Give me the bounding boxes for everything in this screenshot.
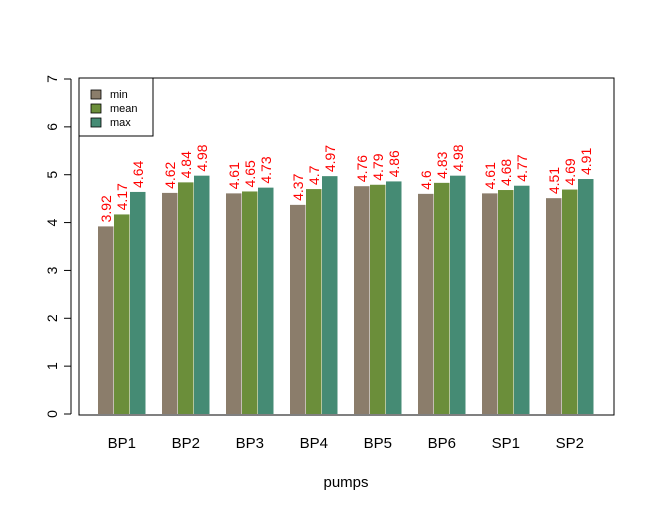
category-label: BP2	[172, 435, 200, 452]
legend-label-max: max	[110, 117, 131, 129]
y-tick-label: 7	[44, 75, 60, 83]
legend-swatch-max	[90, 117, 102, 128]
bar-sp1-mean	[498, 190, 514, 414]
category-label: SP2	[556, 435, 584, 452]
legend: min mean max	[78, 77, 154, 137]
bar-sp2-max	[578, 179, 594, 414]
category-label: SP1	[492, 435, 520, 452]
bar-bp3-max	[258, 187, 274, 414]
bar-bp6-max	[450, 175, 466, 414]
data-label-bp4-min: 4.37	[290, 173, 306, 200]
bar-bp2-mean	[178, 182, 194, 414]
plot-frame	[78, 77, 615, 416]
bar-bp5-max	[386, 181, 402, 414]
data-label-bp5-min: 4.76	[354, 155, 370, 182]
data-label-sp1-mean: 4.68	[498, 159, 514, 186]
bar-bp5-min	[354, 186, 370, 414]
bar-bp6-min	[418, 193, 434, 414]
y-tick-label: 2	[44, 314, 60, 322]
data-label-bp5-mean: 4.79	[370, 153, 386, 180]
legend-label-mean: mean	[110, 103, 138, 115]
data-label-bp6-mean: 4.83	[434, 151, 450, 178]
data-label-sp2-mean: 4.69	[562, 158, 578, 185]
bar-bp5-mean	[370, 184, 386, 414]
y-tick-label: 3	[44, 266, 60, 274]
data-label-bp6-max: 4.98	[450, 144, 466, 171]
data-label-bp1-mean: 4.17	[114, 183, 130, 210]
legend-swatch-min	[90, 89, 102, 100]
bar-bp4-min	[290, 204, 306, 414]
bar-bp3-min	[226, 193, 242, 414]
data-label-sp1-max: 4.77	[514, 154, 530, 181]
category-label: BP6	[428, 435, 456, 452]
category-label: BP3	[236, 435, 264, 452]
bars	[98, 175, 594, 414]
y-tick-label: 5	[44, 171, 60, 179]
data-label-sp1-min: 4.61	[482, 162, 498, 189]
bar-bp6-mean	[434, 182, 450, 414]
bar-bp3-mean	[242, 191, 258, 414]
y-axis: 0 1 2 3 4 5 6 7	[44, 75, 72, 418]
category-label: BP1	[108, 435, 136, 452]
bar-sp2-min	[546, 198, 562, 414]
category-label: BP5	[364, 435, 392, 452]
x-axis-title: pumps	[323, 474, 368, 491]
data-label-bp2-mean: 4.84	[178, 151, 194, 178]
data-label-bp2-min: 4.62	[162, 161, 178, 188]
bar-bp2-min	[162, 192, 178, 414]
bar-bp1-min	[98, 226, 114, 414]
y-tick-label: 4	[44, 218, 60, 226]
data-label-bp1-min: 3.92	[98, 195, 114, 222]
data-label-bp6-min: 4.6	[418, 170, 434, 190]
bar-sp2-mean	[562, 189, 578, 414]
data-label-bp3-mean: 4.65	[242, 160, 258, 187]
bar-bp1-max	[130, 191, 146, 414]
category-label: BP4	[300, 435, 328, 452]
data-label-bp4-mean: 4.7	[306, 165, 322, 185]
bar-bp1-mean	[114, 214, 130, 414]
y-tick-label: 6	[44, 123, 60, 131]
data-label-bp5-max: 4.86	[386, 150, 402, 177]
data-label-sp2-min: 4.51	[546, 167, 562, 194]
legend-swatch-mean	[90, 103, 102, 114]
bar-bp4-mean	[306, 189, 322, 414]
bar-sp1-min	[482, 193, 498, 414]
data-label-bp3-max: 4.73	[258, 156, 274, 183]
legend-label-min: min	[110, 89, 128, 101]
category-labels: BP1 BP2 BP3 BP4 BP5 BP6 SP1 SP2	[108, 435, 584, 452]
bar-bp2-max	[194, 175, 210, 414]
data-label-bp1-max: 4.64	[130, 160, 146, 187]
data-label-bp2-max: 4.98	[194, 144, 210, 171]
data-label-bp3-min: 4.61	[226, 162, 242, 189]
y-tick-label: 1	[44, 362, 60, 370]
y-tick-label: 0	[44, 410, 60, 418]
data-label-bp4-max: 4.97	[322, 145, 338, 172]
data-label-sp2-max: 4.91	[578, 148, 594, 175]
data-labels: 3.92 4.174.64 4.62 4.84 4.984.61 4.65 4.734.37…	[98, 144, 594, 222]
bar-bp4-max	[322, 176, 338, 414]
bar-sp1-max	[514, 185, 530, 414]
